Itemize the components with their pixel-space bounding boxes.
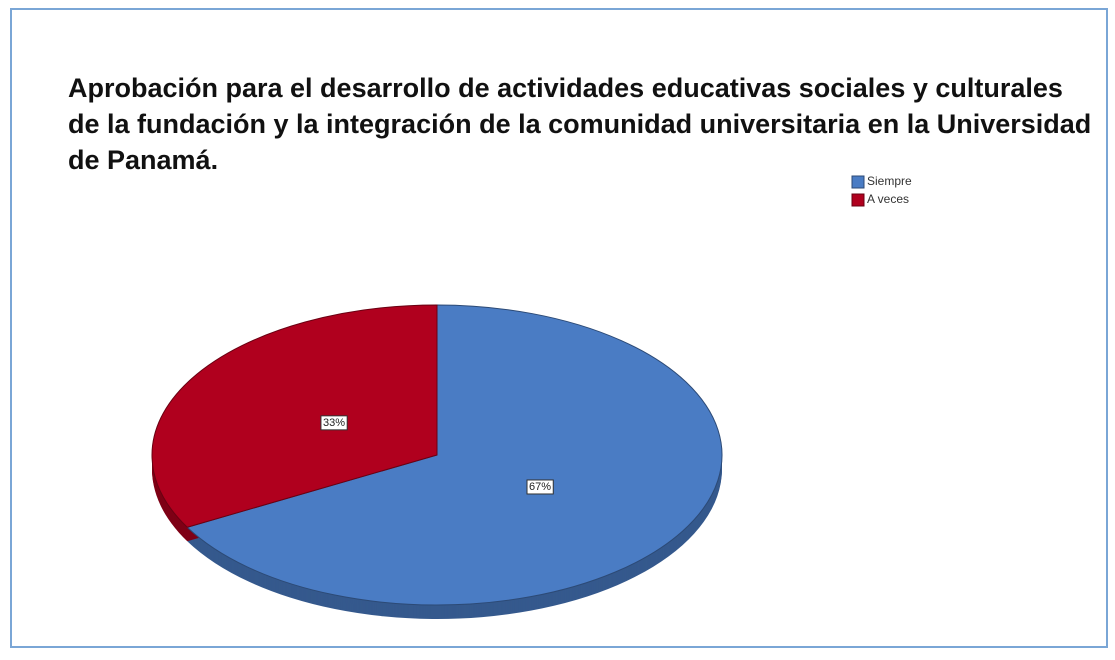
legend-swatch (851, 175, 865, 189)
data-label-box (320, 415, 348, 431)
legend-label: Siempre (867, 174, 912, 188)
legend-swatch (851, 193, 865, 207)
chart-title: Aprobación para el desarrollo de activid… (68, 73, 1092, 175)
data-label: 67% (529, 481, 551, 493)
chart-frame (10, 8, 1108, 648)
slice (151, 304, 438, 528)
slice (186, 304, 723, 606)
legend-label: A veces (867, 192, 909, 206)
data-label-box (526, 479, 554, 495)
data-label: 33% (323, 417, 345, 429)
data-label-group: 67% (526, 479, 554, 495)
data-label-group: 33% (320, 415, 348, 431)
